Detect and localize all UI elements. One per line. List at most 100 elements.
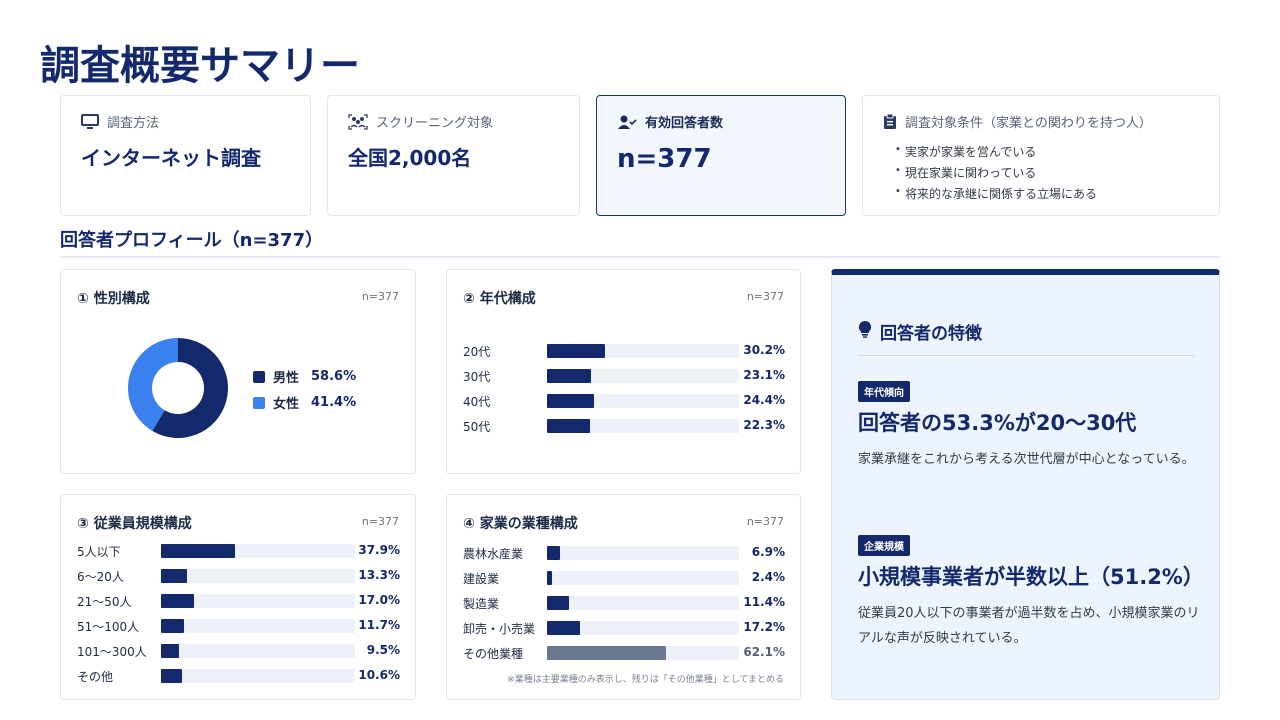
bar-track bbox=[161, 594, 355, 608]
bar-label: 農林水産業 bbox=[463, 547, 524, 561]
bar-label: 製造業 bbox=[463, 597, 500, 611]
bar-label: 卸売・小売業 bbox=[463, 622, 536, 636]
gender-donut-chart bbox=[127, 338, 228, 438]
bar bbox=[547, 621, 581, 635]
bar-label: 建設業 bbox=[463, 572, 500, 586]
feature-heading: 小規模事業者が半数以上（51.2%） bbox=[858, 565, 1204, 589]
bar-track bbox=[161, 644, 355, 658]
sample-size: n=377 bbox=[746, 515, 784, 528]
bar bbox=[547, 596, 569, 610]
bar-label: 21〜50人 bbox=[77, 595, 132, 609]
legend-value: 58.6% bbox=[311, 369, 357, 384]
bar-value: 13.3% bbox=[358, 568, 400, 582]
bar-label: 101〜300人 bbox=[77, 645, 147, 659]
card-conditions: 調査対象条件（家業との関わりを持つ人） 実家が家業を営んでいる 現在家業に関わっ… bbox=[862, 95, 1220, 216]
legend-swatch bbox=[253, 370, 265, 383]
bar-value: 11.7% bbox=[358, 618, 400, 632]
user-check-icon bbox=[617, 114, 637, 130]
bar-value: 37.9% bbox=[358, 543, 400, 557]
bar bbox=[161, 619, 184, 633]
feature-heading: 回答者の53.3%が20〜30代 bbox=[858, 411, 1137, 435]
footnote: ※業種は主要業種のみ表示し、残りは「その他業種」としてまとめる bbox=[507, 675, 784, 685]
legend-female: 女性 41.4% bbox=[253, 393, 356, 412]
clipboard-icon bbox=[883, 113, 897, 130]
panel-title: ② 年代構成 bbox=[463, 291, 536, 307]
features-panel: 回答者の特徴 年代傾向 回答者の53.3%が20〜30代 家業承継をこれから考え… bbox=[831, 269, 1220, 700]
bar bbox=[547, 546, 561, 560]
bar-value: 17.0% bbox=[358, 593, 400, 607]
industry-panel: ④ 家業の業種構成 n=377 農林水産業 6.9% 建設業 2.4% 製造業 11.4%… bbox=[446, 494, 801, 700]
bar-value: 9.5% bbox=[366, 643, 400, 657]
card-valid-respondents: 有効回答者数 n=377 bbox=[596, 95, 846, 216]
bar-track bbox=[547, 571, 739, 585]
bar-track bbox=[547, 646, 739, 660]
bar-track bbox=[547, 419, 739, 433]
bar-track bbox=[547, 546, 739, 560]
bar-value: 17.2% bbox=[743, 620, 785, 634]
gender-panel: ① 性別構成 n=377 男性 58.6% 女性 41.4% bbox=[60, 269, 416, 474]
lightbulb-icon bbox=[858, 320, 872, 343]
bar-label: 5人以下 bbox=[77, 545, 121, 559]
bar-track bbox=[547, 394, 739, 408]
bar bbox=[547, 646, 667, 660]
sample-size: n=377 bbox=[746, 290, 784, 303]
bar-value: 2.4% bbox=[751, 570, 785, 584]
card-value: 全国2,000名 bbox=[348, 146, 472, 170]
bar-label: 6〜20人 bbox=[77, 570, 124, 584]
bar-value: 30.2% bbox=[743, 343, 785, 357]
section-title: 回答者プロフィール（n=377） bbox=[60, 230, 324, 251]
bar-label: その他業種 bbox=[463, 647, 524, 661]
bar bbox=[547, 419, 590, 433]
list-item: 実家が家業を営んでいる bbox=[895, 139, 1097, 163]
section-divider bbox=[60, 256, 1220, 258]
legend-male: 男性 58.6% bbox=[253, 367, 356, 386]
bar bbox=[161, 669, 182, 683]
bar-label: 50代 bbox=[463, 420, 491, 434]
bar-label: 51〜100人 bbox=[77, 620, 140, 634]
panel-title: ④ 家業の業種構成 bbox=[463, 516, 578, 532]
bar-label: その他 bbox=[77, 670, 114, 684]
bar-value: 6.9% bbox=[751, 545, 785, 559]
card-survey-method: 調査方法 インターネット調査 bbox=[60, 95, 311, 216]
age-panel: ② 年代構成 n=377 20代 30.2% 30代 23.1% 40代 24.4% 50代… bbox=[446, 269, 801, 474]
card-value: インターネット調査 bbox=[81, 146, 261, 170]
bar-track bbox=[161, 544, 355, 558]
bar-value: 62.1% bbox=[743, 645, 785, 659]
legend-value: 41.4% bbox=[311, 395, 357, 410]
bar-track bbox=[547, 596, 739, 610]
donut-slice bbox=[127, 338, 178, 431]
feature-text: 従業員20人以下の事業者が過半数を占め、小規模家業のリアルな声が反映されている。 bbox=[858, 606, 1200, 646]
panel-title: ① 性別構成 bbox=[77, 291, 150, 307]
bar-label: 40代 bbox=[463, 395, 491, 409]
bar bbox=[161, 644, 180, 658]
bar-track bbox=[161, 569, 355, 583]
card-label: スクリーニング対象 bbox=[376, 116, 494, 131]
sample-size: n=377 bbox=[361, 515, 399, 528]
conditions-list: 実家が家業を営んでいる 現在家業に関わっている 将来的な承継に関係する立場にある bbox=[895, 139, 1097, 205]
list-item: 現在家業に関わっている bbox=[895, 160, 1097, 184]
legend-label: 男性 bbox=[273, 371, 300, 386]
employee-panel: ③ 従業員規模構成 n=377 5人以下 37.9% 6〜20人 13.3% 21〜50… bbox=[60, 494, 416, 700]
bar bbox=[161, 544, 235, 558]
legend-swatch bbox=[253, 396, 265, 409]
panel-title: ③ 従業員規模構成 bbox=[77, 516, 192, 532]
card-label: 調査対象条件（家業との関わりを持つ人） bbox=[905, 116, 1152, 131]
card-value: n=377 bbox=[617, 144, 712, 174]
bar-track bbox=[547, 369, 739, 383]
features-title: 回答者の特徴 bbox=[880, 324, 982, 344]
card-label: 調査方法 bbox=[107, 116, 160, 131]
bar-track bbox=[547, 621, 739, 635]
bar bbox=[547, 394, 594, 408]
feature-text: 家業承継をこれから考える次世代層が中心となっている。 bbox=[858, 452, 1195, 467]
badge: 年代傾向 bbox=[858, 381, 910, 402]
bar-value: 10.6% bbox=[358, 668, 400, 682]
people-group-icon bbox=[348, 113, 368, 130]
monitor-icon bbox=[81, 113, 99, 130]
sample-size: n=377 bbox=[361, 290, 399, 303]
divider bbox=[858, 355, 1194, 356]
card-label: 有効回答者数 bbox=[645, 116, 724, 131]
bar-value: 11.4% bbox=[743, 595, 785, 609]
bar bbox=[547, 571, 552, 585]
bar-value: 23.1% bbox=[743, 368, 785, 382]
bar bbox=[547, 369, 592, 383]
